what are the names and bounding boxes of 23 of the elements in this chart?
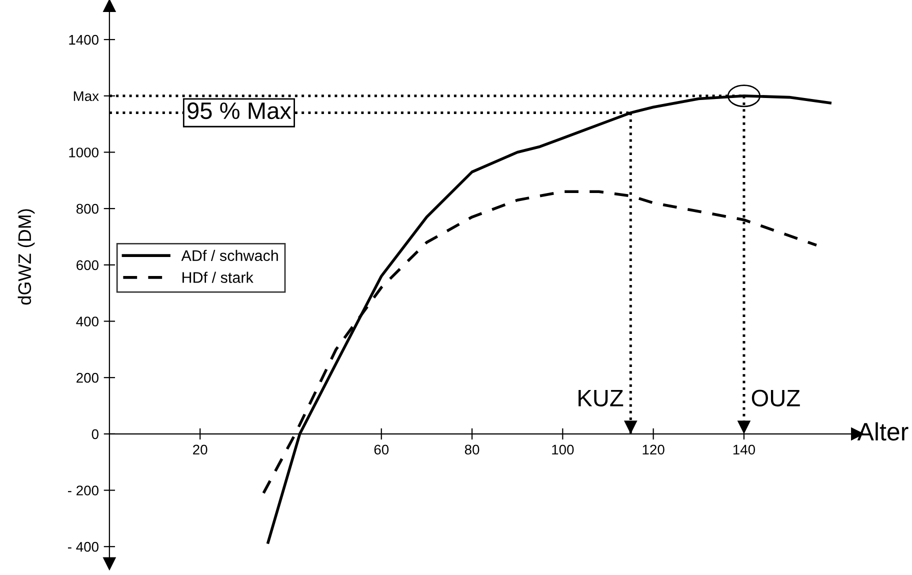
y-tick-label: 400	[76, 316, 98, 326]
legend-label: ADf / schwach	[181, 250, 278, 262]
x-tick-label: 80	[464, 444, 480, 455]
ref-line-label: KUZ	[578, 390, 624, 406]
x-tick-label: 20	[193, 444, 208, 455]
y-tick-label: - 200	[68, 486, 98, 496]
y-tick-label: 1400	[69, 34, 98, 45]
ref-line-label: OUZ	[752, 390, 800, 406]
x-tick-label: 60	[374, 444, 389, 455]
y-tick-label: 800	[76, 204, 98, 214]
legend-label: HDf / stark	[182, 272, 254, 283]
y-tick-label: 1000	[69, 148, 98, 158]
y-tick-label: 200	[76, 372, 98, 383]
ref-line-label: 95 % Max	[188, 102, 292, 120]
y-tick-label: 600	[76, 260, 98, 270]
x-axis-title: Alter	[857, 422, 908, 441]
x-tick-label: 140	[733, 444, 756, 455]
y-tick-label: - 400	[68, 542, 98, 552]
x-tick-label: 120	[642, 444, 664, 455]
y-tick-label: 0	[92, 429, 98, 440]
x-tick-label: 100	[552, 444, 574, 455]
y-tick-label: Max	[74, 91, 99, 102]
y-axis-title: dGWZ (DM)	[18, 209, 35, 305]
